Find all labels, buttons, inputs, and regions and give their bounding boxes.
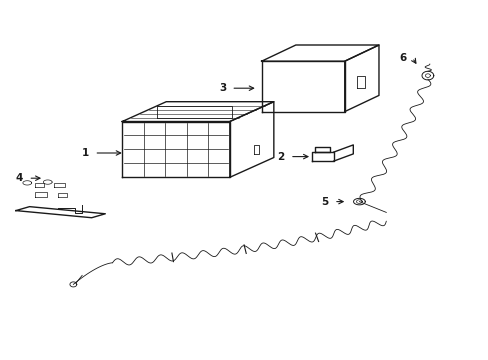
Text: 5: 5 (321, 197, 328, 207)
Text: 3: 3 (219, 83, 225, 93)
Text: 2: 2 (277, 152, 284, 162)
Text: 4: 4 (16, 173, 23, 183)
Text: 6: 6 (399, 53, 406, 63)
Text: 1: 1 (82, 148, 89, 158)
